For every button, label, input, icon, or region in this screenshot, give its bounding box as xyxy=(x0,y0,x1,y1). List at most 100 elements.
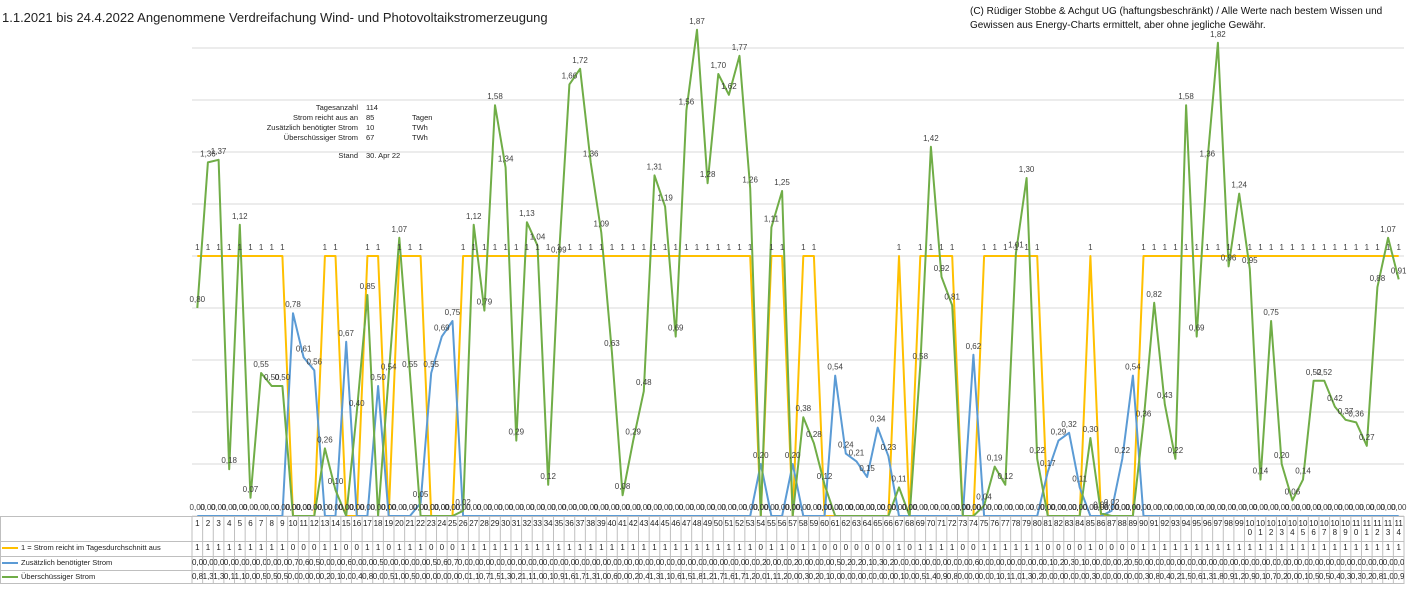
data-label: 1 xyxy=(195,243,200,252)
x-tick-label: 102 xyxy=(1266,519,1276,537)
data-label: 0,00 xyxy=(232,503,248,512)
table-cell: 0,29 xyxy=(627,572,639,581)
x-tick-label: 24 xyxy=(437,519,447,528)
data-label: 1 xyxy=(525,243,530,252)
table-cell: 0,00 xyxy=(489,558,501,567)
data-label: 0,00 xyxy=(1348,503,1364,512)
data-label: 1,01 xyxy=(1008,240,1024,249)
x-tick-label: 83 xyxy=(1064,519,1074,528)
data-label: 0,36 xyxy=(1348,409,1364,418)
x-tick-label: 18 xyxy=(373,519,383,528)
table-cell: 0,00 xyxy=(627,558,639,567)
x-tick-label: 100 xyxy=(1245,519,1255,537)
table-cell: 0,00 xyxy=(1085,558,1096,567)
table-cell: 0,00 xyxy=(766,558,777,567)
table-cell: 0,00 xyxy=(510,558,522,567)
table-cell: 0,00 xyxy=(542,558,554,567)
table-cell: 0,34 xyxy=(872,558,884,567)
table-cell: 1 xyxy=(397,543,402,552)
table-cell: 1 xyxy=(237,543,243,552)
table-cell: 0,00 xyxy=(532,558,543,567)
x-tick-label: 31 xyxy=(511,519,521,528)
table-cell: 0,00 xyxy=(1127,572,1139,581)
table-cell: 0,88 xyxy=(1372,572,1383,581)
data-label: 0,00 xyxy=(1306,503,1322,512)
x-tick-label: 21 xyxy=(405,519,415,528)
data-label: 0,00 xyxy=(615,503,631,512)
table-cell: 0,00 xyxy=(553,558,565,567)
table-cell: 0,43 xyxy=(1159,572,1171,581)
table-cell: 0,00 xyxy=(914,558,926,567)
x-tick-label: 1 xyxy=(195,519,200,528)
data-label: 0,00 xyxy=(1157,503,1173,512)
data-label: 0,28 xyxy=(806,430,822,439)
x-tick-label: 14 xyxy=(331,519,340,528)
data-label: 0,00 xyxy=(1263,503,1279,512)
x-tick-label: 30 xyxy=(501,519,511,528)
table-cell: 1,01 xyxy=(1010,572,1022,581)
data-label: 1 xyxy=(705,243,710,252)
table-cell: 0,00 xyxy=(872,572,884,581)
table-cell: 0 xyxy=(843,543,849,552)
table-cell: 0,36 xyxy=(1138,572,1149,581)
data-label: 0,00 xyxy=(657,503,673,512)
data-label: 0,00 xyxy=(881,503,897,512)
data-label: 0,00 xyxy=(902,503,918,512)
table-cell: 0,50 xyxy=(372,558,384,567)
x-tick-label: 32 xyxy=(522,519,532,528)
table-cell: 0 xyxy=(822,543,827,552)
table-cell: 0,55 xyxy=(404,572,416,581)
table-cell: 0,12 xyxy=(819,572,830,581)
data-label: 0,00 xyxy=(1370,503,1386,512)
data-label: 1 xyxy=(918,243,923,252)
table-cell: 1 xyxy=(503,543,508,552)
table-cell: 0,02 xyxy=(1106,558,1117,567)
data-label: 1 xyxy=(1024,243,1029,252)
data-label: 1 xyxy=(1333,243,1338,252)
table-cell: 0,08 xyxy=(617,572,628,581)
data-label: 0,02 xyxy=(1104,498,1120,507)
table-cell: 1 xyxy=(1024,543,1029,552)
table-cell: 1 xyxy=(1353,543,1359,552)
table-cell: 0,00 xyxy=(851,572,862,581)
data-label: 0,00 xyxy=(966,503,982,512)
table-cell: 0 xyxy=(343,543,349,552)
x-tick-label: 62 xyxy=(841,519,851,528)
data-label: 0,69 xyxy=(668,324,684,333)
info-value: 10 xyxy=(366,123,375,132)
table-cell: 0,00 xyxy=(968,572,979,581)
x-tick-label: 46 xyxy=(671,519,681,528)
data-label: 0,00 xyxy=(423,503,439,512)
table-cell: 1,62 xyxy=(723,572,735,581)
table-cell: 0 xyxy=(886,543,891,552)
x-tick-label: 99 xyxy=(1234,519,1244,528)
table-cell: 1 xyxy=(801,543,806,552)
data-label: 0,18 xyxy=(221,456,237,465)
data-label: 0,05 xyxy=(413,490,429,499)
table-cell: 1 xyxy=(1300,543,1306,552)
table-cell: 1 xyxy=(269,543,274,552)
data-label: 1 xyxy=(748,243,753,252)
data-label: 0,69 xyxy=(434,324,450,333)
x-tick-label: 63 xyxy=(852,519,861,528)
table-cell: 0,00 xyxy=(1393,558,1404,567)
x-tick-label: 43 xyxy=(639,519,649,528)
table-cell: 0 xyxy=(301,543,306,552)
data-label: 0,95 xyxy=(1242,256,1258,265)
data-label: 0,00 xyxy=(349,503,365,512)
table-cell: 1 xyxy=(514,543,519,552)
x-tick-label: 90 xyxy=(1139,519,1148,528)
data-label: 1 xyxy=(259,243,264,252)
x-tick-label: 85 xyxy=(1085,519,1095,528)
data-label: 1,82 xyxy=(1210,30,1226,39)
data-label: 0,00 xyxy=(338,503,354,512)
data-label: 0,00 xyxy=(604,503,620,512)
data-label: 0,00 xyxy=(827,503,843,512)
data-label: 0,00 xyxy=(1040,503,1056,512)
data-label: 0,00 xyxy=(477,503,493,512)
x-tick-label: 71 xyxy=(937,519,946,528)
data-label: 1,56 xyxy=(679,97,695,106)
table-cell: 1 xyxy=(694,543,700,552)
x-tick-label: 27 xyxy=(469,519,479,528)
table-cell: 0,00 xyxy=(1361,558,1373,567)
